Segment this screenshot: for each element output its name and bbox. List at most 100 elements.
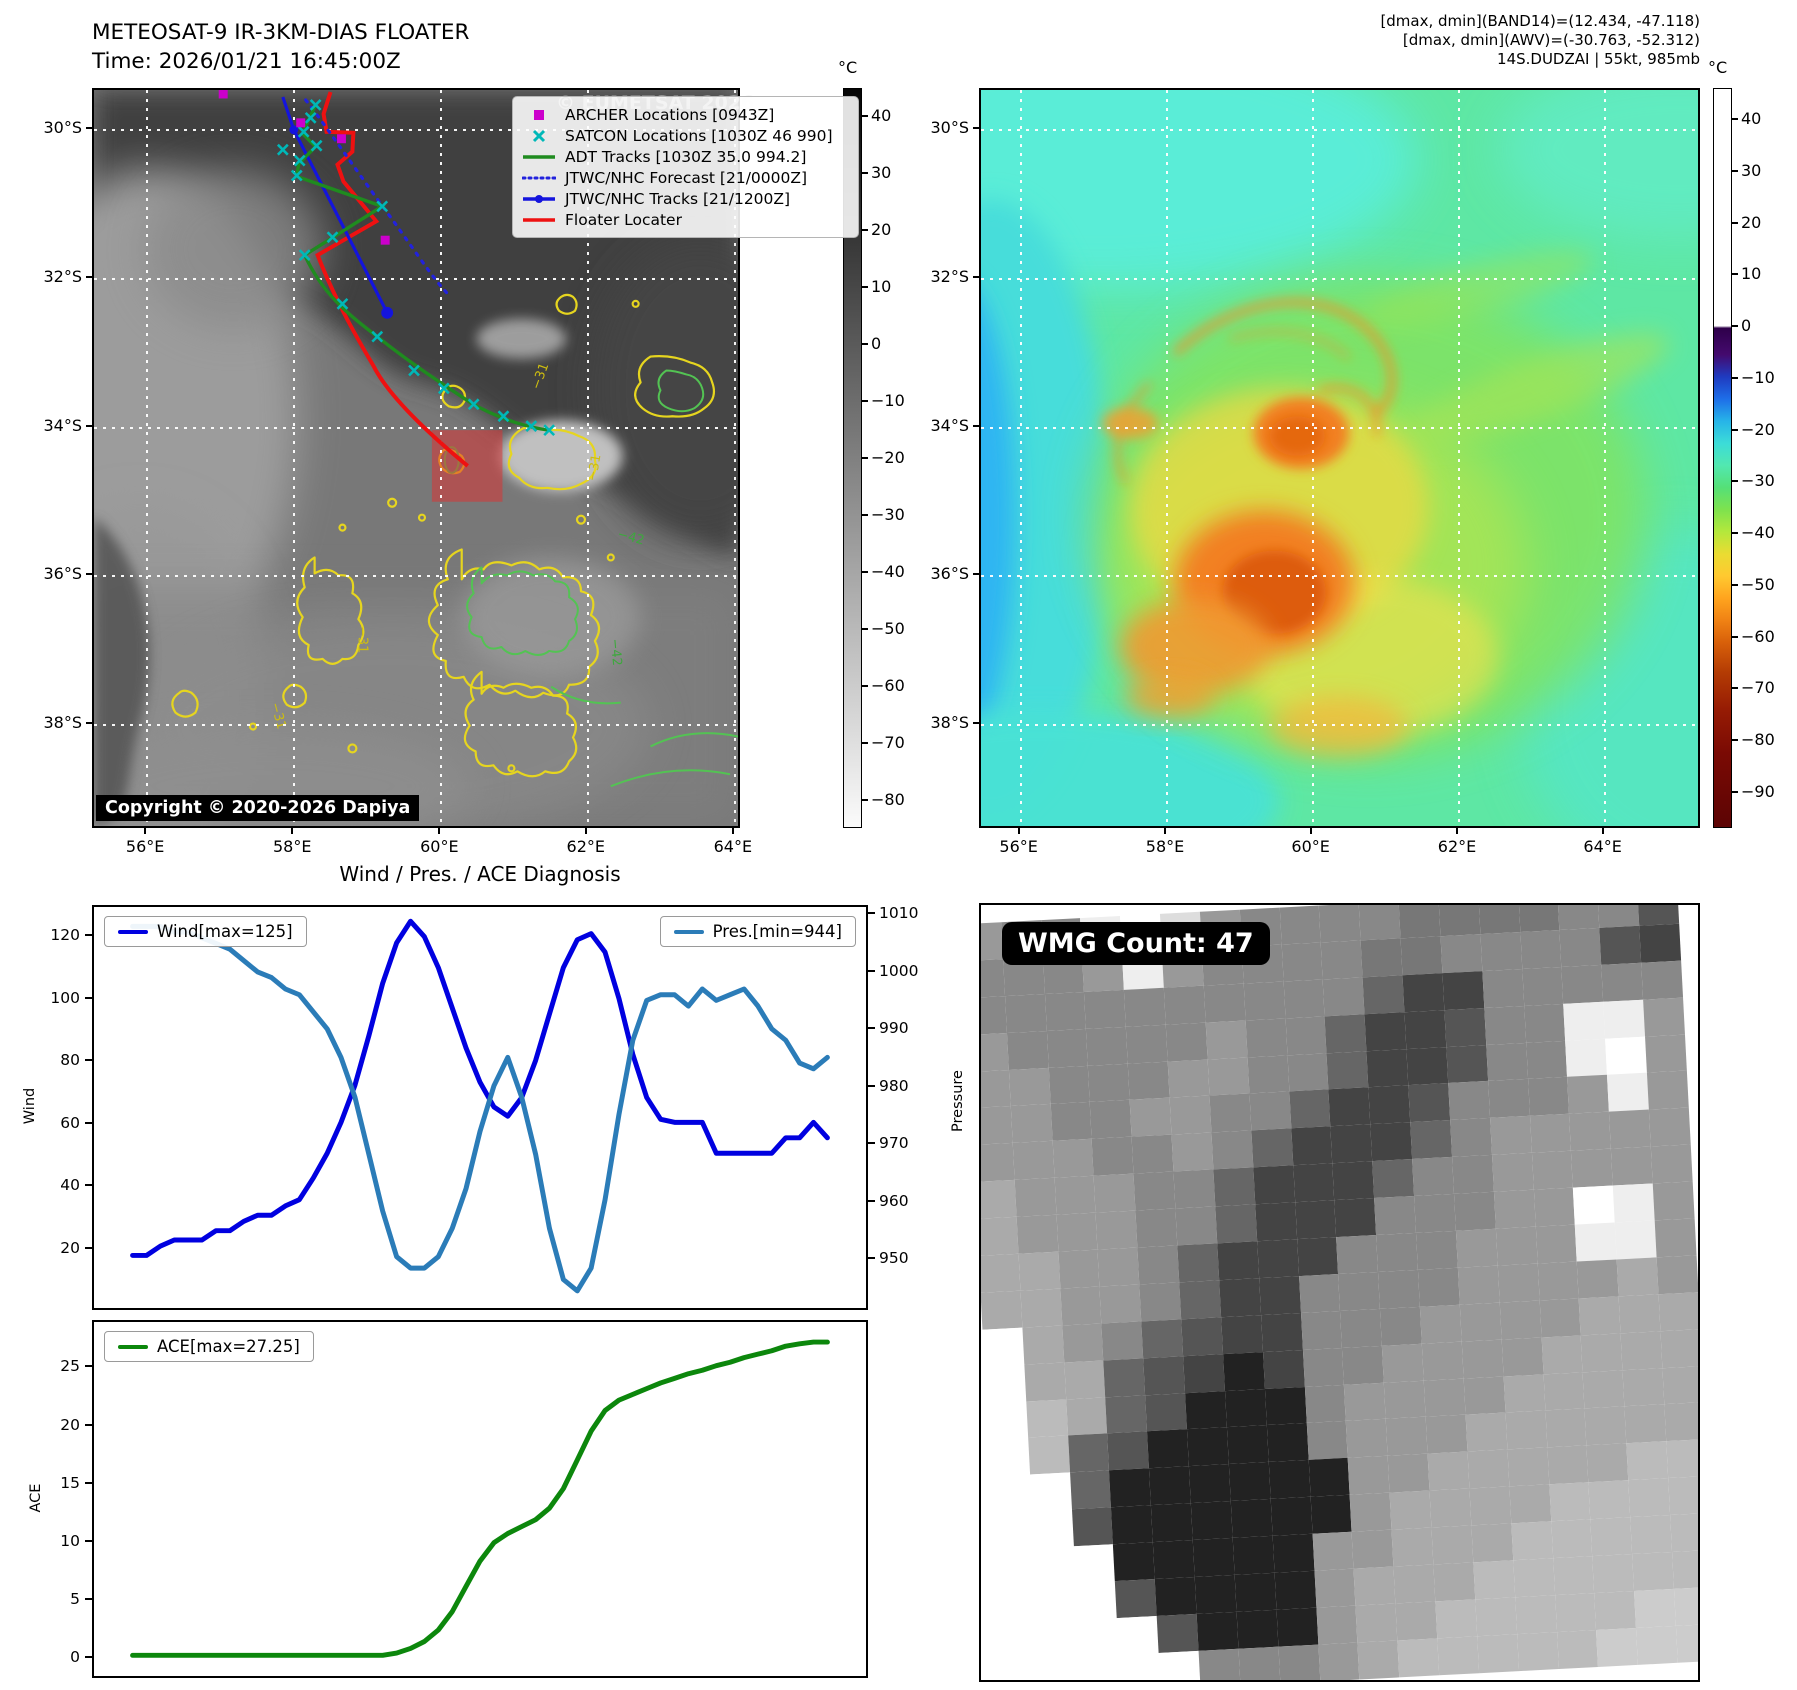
wmg-pixel: [1251, 1128, 1293, 1168]
wmg-pixel: [981, 1180, 1017, 1220]
wmg-pixel: [1628, 1478, 1671, 1518]
wmg-pixel: [1582, 1369, 1625, 1409]
y-tick-label: 100: [50, 988, 80, 1007]
y-tick-label: 0: [70, 1648, 80, 1667]
wmg-pixel: [1368, 1085, 1411, 1125]
wmg-pixel: [1338, 1271, 1381, 1311]
wmg-pixel: [1455, 1228, 1498, 1268]
wmg-pixel: [1675, 1623, 1698, 1663]
wmg-pixel: [1226, 1425, 1269, 1465]
wmg-pixel: [981, 1032, 1009, 1072]
wmg-pixel: [1545, 1408, 1587, 1448]
contour-label: −31: [354, 626, 369, 653]
wind-pressure-plot: [130, 918, 830, 1294]
wmg-pixel: [1346, 1419, 1388, 1459]
wmg-pixel: [1639, 923, 1681, 963]
wmg-pixel: [1556, 1629, 1599, 1669]
lon-tick-label: 60°E: [1291, 837, 1330, 856]
wmg-pixel: [1266, 1423, 1309, 1463]
wmg-pixel: [1414, 1194, 1456, 1233]
timestamp: Time: 2026/01/21 16:45:00Z: [92, 49, 401, 74]
wmg-pixel: [1149, 1466, 1191, 1506]
y-tick-mark: [85, 1246, 92, 1249]
wmg-pixel: [1060, 1286, 1102, 1326]
wmg-pixel: [981, 1253, 1021, 1293]
y-tick-mark: [85, 1656, 92, 1659]
colorbar-tick-mark: [862, 115, 868, 118]
wmg-pixel: [1283, 979, 1325, 1019]
wmg-pixel: [1459, 1302, 1502, 1342]
wmg-pixel: [1384, 1380, 1426, 1420]
wmg-pixel: [1525, 1040, 1568, 1080]
colorbar-tick-label: 40: [1741, 109, 1762, 129]
wmg-pixel: [1302, 1347, 1345, 1387]
wmg-pixel: [1489, 1116, 1532, 1156]
wmg-pixel: [1541, 1335, 1583, 1375]
wind-legend-label: Wind[max=125]: [157, 922, 293, 941]
wmg-pixel: [992, 1511, 1034, 1551]
wmg-pixel: [1004, 993, 1047, 1033]
wmg-pixel: [981, 1143, 1015, 1183]
wmg-pixel: [1033, 1546, 1076, 1586]
wmg-pixel: [1069, 1470, 1112, 1510]
lat-tick-mark: [86, 126, 92, 129]
wmg-pixel: [1101, 1321, 1144, 1361]
wmg-pixel: [1622, 1367, 1665, 1407]
wmg-pixel: [990, 1474, 1032, 1514]
colorbar-tick-label: −90: [1741, 781, 1775, 801]
colorbar-tick-label: −80: [871, 789, 905, 809]
lon-tick-mark: [731, 828, 734, 834]
lat-tick-mark: [973, 573, 979, 576]
wmg-pixel: [1103, 1358, 1146, 1397]
wmg-pixel: [1181, 1317, 1224, 1356]
lon-tick-label: 56°E: [999, 837, 1038, 856]
wmg-pixel: [1527, 1077, 1570, 1117]
dotted-legend-swatch: [522, 171, 556, 185]
wmg-pixel: [1584, 1406, 1627, 1446]
wmg-pixel: [1151, 1503, 1193, 1543]
wmg-pixel: [1163, 985, 1206, 1025]
wmg-pixel: [1471, 1523, 1514, 1563]
wmg-pixel: [1382, 1343, 1424, 1383]
colorbar-tick-label: −70: [1741, 678, 1775, 698]
colorbar-tick-mark: [862, 798, 868, 801]
wmg-pixel: [1075, 1581, 1118, 1621]
wmg-pixel: [1643, 997, 1685, 1037]
y-tick-mark: [85, 1365, 92, 1368]
wmg-pixel: [1376, 1232, 1419, 1272]
wmg-pixel: [1406, 1046, 1449, 1086]
wmg-pixel: [986, 1401, 1029, 1441]
wmg-pixel: [1230, 1499, 1273, 1539]
wmg-pixel: [1624, 1404, 1667, 1444]
wmg-pixel: [1008, 1067, 1051, 1107]
wmg-pixel: [1501, 1337, 1544, 1377]
wmg-pixel: [1171, 1132, 1214, 1172]
pressure-legend-label: Pres.[min=944]: [712, 922, 842, 941]
wmg-pixel: [1385, 1417, 1428, 1457]
colorbar-tick-label: −20: [1741, 419, 1775, 439]
wmg-pixel: [1518, 905, 1560, 932]
colorbar-tick-mark: [1732, 635, 1738, 638]
wmg-pixel: [1097, 1247, 1140, 1287]
wmg-pixel: [1312, 1531, 1354, 1571]
wmg-pixel: [1268, 1460, 1311, 1500]
legend-item-label: JTWC/NHC Tracks [21/1200Z]: [565, 189, 791, 208]
wmg-pixel: [994, 1548, 1036, 1588]
wmg-pixel: [1634, 1588, 1676, 1628]
copyright-badge: Copyright © 2020-2026 Dapiya: [96, 795, 420, 821]
colorbar-tick-mark: [1732, 118, 1738, 121]
wmg-pixel: [1024, 1362, 1066, 1402]
colorbar-tick-mark: [1732, 169, 1738, 172]
jtwc-track-markers: [289, 125, 394, 319]
wmg-pixel: [1077, 1618, 1120, 1657]
colorbar-tick-mark: [1732, 687, 1738, 690]
wmg-pixel: [1597, 905, 1640, 928]
wmg-pixel: [1228, 1462, 1271, 1502]
y-tick-mark: [85, 996, 92, 999]
wmg-pixel: [1609, 1109, 1651, 1149]
y-tick-mark: [868, 1142, 875, 1145]
colorbar-tick-mark: [862, 570, 868, 573]
legend-item: SATCON Locations [1030Z 46 990]: [522, 125, 848, 146]
wmg-pixel: [1563, 1001, 1606, 1041]
ir-map-legend: ARCHER Locations [0943Z] SATCON Locations…: [512, 96, 859, 238]
